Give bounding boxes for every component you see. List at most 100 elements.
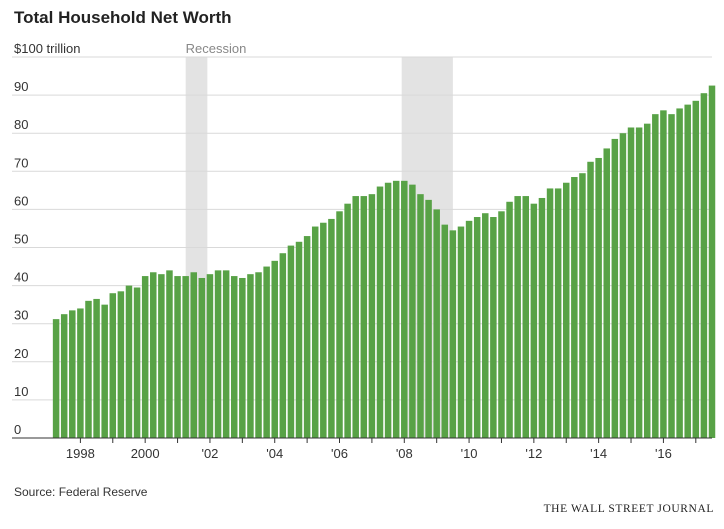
bar-30 xyxy=(295,241,303,438)
bar-19 xyxy=(206,274,214,438)
bar-74 xyxy=(652,114,659,439)
bar-36 xyxy=(344,203,351,438)
bar-43 xyxy=(401,180,408,438)
bar-81 xyxy=(708,85,716,438)
bar-10 xyxy=(133,287,141,438)
bar-29 xyxy=(287,245,295,438)
bar-28 xyxy=(279,253,287,438)
y-axis-labels: 0 10 20 30 40 50 60 70 80 90 $100 trillion xyxy=(14,41,81,437)
x-tick-label-1998: 1998 xyxy=(66,446,95,461)
bar-70 xyxy=(619,133,627,438)
bar-21 xyxy=(222,270,230,438)
bar-59 xyxy=(530,203,538,438)
bar-71 xyxy=(627,127,635,439)
bar-15 xyxy=(174,276,181,438)
bar-33 xyxy=(320,222,327,438)
bar-51 xyxy=(465,220,473,438)
bar-22 xyxy=(230,276,238,438)
bar-1 xyxy=(60,314,68,438)
bar-53 xyxy=(482,213,489,438)
bar-75 xyxy=(660,110,667,438)
bar-40 xyxy=(376,186,384,438)
bar-23 xyxy=(239,277,246,438)
bar-42 xyxy=(392,180,400,438)
bar-78 xyxy=(684,104,691,438)
bar-72 xyxy=(635,127,643,439)
bar-65 xyxy=(579,173,586,438)
bar-64 xyxy=(571,177,578,438)
x-tick-label-2006: '06 xyxy=(331,446,348,461)
bar-31 xyxy=(303,236,311,438)
y-tick-label-90: 90 xyxy=(14,79,28,94)
bar-38 xyxy=(360,196,368,438)
bar-5 xyxy=(93,298,100,438)
bar-0 xyxy=(52,319,60,438)
bar-24 xyxy=(247,274,254,438)
bar-14 xyxy=(166,270,173,438)
bar-34 xyxy=(328,218,335,438)
x-tick-label-2002: '02 xyxy=(201,446,218,461)
bar-55 xyxy=(498,211,505,438)
bar-50 xyxy=(457,226,465,438)
x-axis: 1998 2000 '02 '04 '06 '08 '10 '12 '14 '16 xyxy=(12,437,712,461)
publisher-brand: THE WALL STREET JOURNAL xyxy=(543,503,714,515)
x-tick-label-2016: '16 xyxy=(655,446,672,461)
bar-45 xyxy=(417,194,424,438)
bar-62 xyxy=(554,188,562,438)
bar-3 xyxy=(77,308,84,438)
source-note: Source: Federal Reserve xyxy=(14,485,148,499)
y-tick-label-70: 70 xyxy=(14,155,28,170)
y-tick-label-10: 10 xyxy=(14,384,28,399)
bar-26 xyxy=(263,266,270,438)
y-tick-label-30: 30 xyxy=(14,308,28,323)
bar-46 xyxy=(425,199,432,438)
bar-52 xyxy=(473,217,481,438)
y-tick-label-40: 40 xyxy=(14,270,28,285)
bar-35 xyxy=(336,211,343,438)
y-tick-label-100: $100 trillion xyxy=(14,41,81,56)
bar-56 xyxy=(506,201,513,438)
bar-8 xyxy=(117,291,125,438)
bar-63 xyxy=(562,182,570,438)
bar-48 xyxy=(441,224,449,438)
bar-41 xyxy=(384,182,392,438)
x-tick-label-2000: 2000 xyxy=(131,446,160,461)
bar-60 xyxy=(538,197,546,438)
x-tick-label-2004: '04 xyxy=(266,446,283,461)
bar-32 xyxy=(311,226,319,438)
bar-57 xyxy=(514,196,521,438)
bar-11 xyxy=(141,276,149,438)
recession-label: Recession xyxy=(186,41,247,56)
x-tick-label-2014: '14 xyxy=(590,446,607,461)
y-tick-label-80: 80 xyxy=(14,117,28,132)
bar-2 xyxy=(69,310,76,438)
bar-49 xyxy=(449,230,457,438)
bar-66 xyxy=(587,161,594,438)
bar-61 xyxy=(546,188,554,438)
y-tick-label-20: 20 xyxy=(14,346,28,361)
bar-25 xyxy=(255,272,262,438)
bar-20 xyxy=(214,270,222,438)
bar-44 xyxy=(409,184,416,438)
bar-79 xyxy=(692,100,700,438)
bar-80 xyxy=(700,93,708,438)
bar-67 xyxy=(595,157,602,438)
y-tick-label-60: 60 xyxy=(14,193,28,208)
bar-58 xyxy=(522,196,530,438)
bars xyxy=(52,85,716,439)
y-tick-label-0: 0 xyxy=(14,422,21,437)
bar-69 xyxy=(611,138,619,439)
bar-7 xyxy=(109,293,117,438)
bar-47 xyxy=(433,209,440,438)
bar-68 xyxy=(603,148,610,438)
bar-18 xyxy=(198,277,206,438)
x-tick-label-2010: '10 xyxy=(461,446,478,461)
bar-76 xyxy=(668,114,675,439)
bar-16 xyxy=(182,276,189,438)
y-tick-label-50: 50 xyxy=(14,232,28,247)
x-tick-label-2012: '12 xyxy=(525,446,542,461)
bar-27 xyxy=(271,260,278,438)
bar-77 xyxy=(676,108,683,438)
bar-39 xyxy=(368,194,376,438)
